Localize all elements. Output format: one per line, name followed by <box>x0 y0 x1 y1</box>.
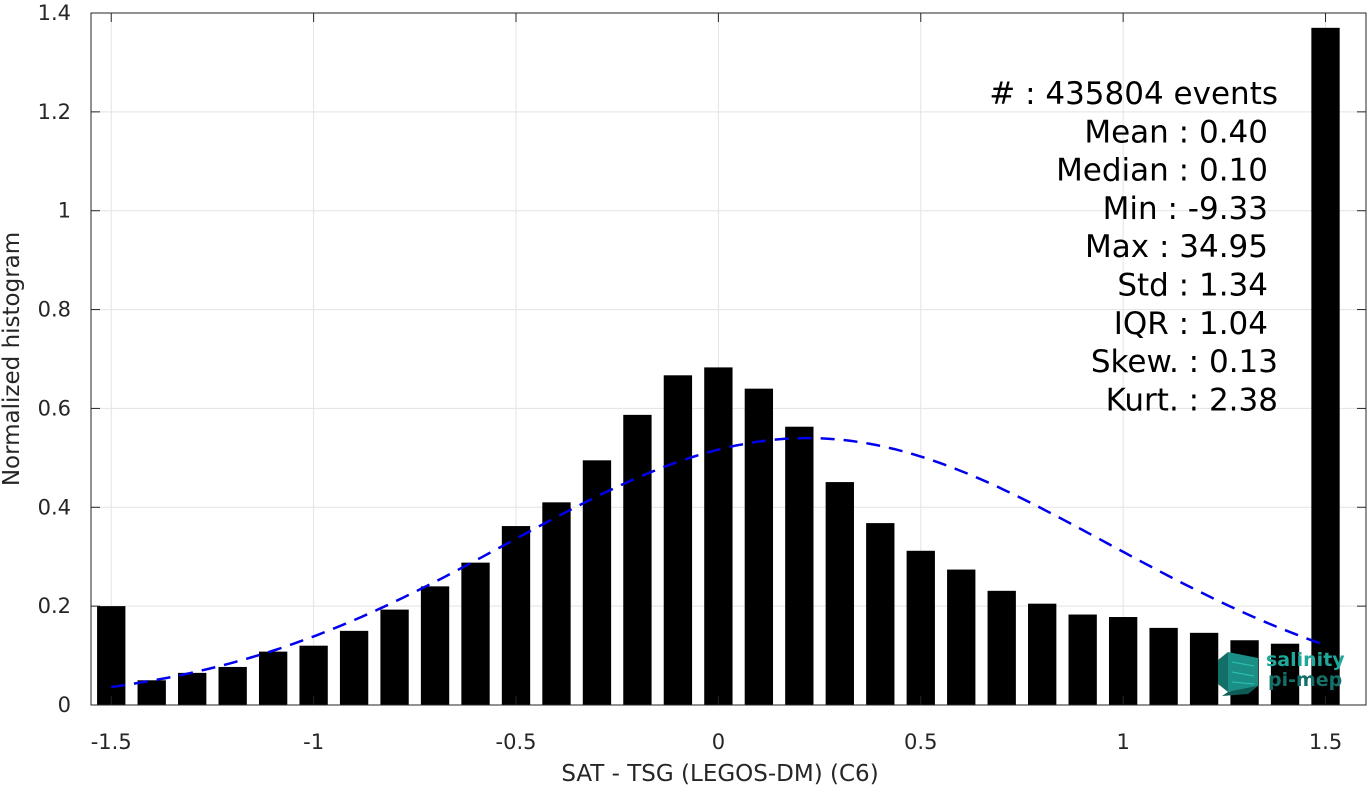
stats-line: Min : -9.33 <box>1103 191 1268 227</box>
histogram-bar-22 <box>987 590 1016 705</box>
histogram-bar-6 <box>339 630 369 705</box>
ticks <box>91 12 1366 706</box>
histogram-bar-20 <box>906 550 935 705</box>
logo-text-pi-mep: pi-mep <box>1268 669 1342 691</box>
histogram-bar-27 <box>1189 632 1219 705</box>
stats-line: Max : 34.95 <box>1085 229 1268 265</box>
x-tick-label: -1 <box>303 730 324 754</box>
histogram-bar-12 <box>582 460 612 705</box>
x-tick-label: -0.5 <box>496 730 537 754</box>
histogram-bar-24 <box>1068 614 1097 705</box>
histogram-bar-21 <box>947 569 976 705</box>
histogram-bar-13 <box>623 414 652 705</box>
histogram-bar-19 <box>866 523 895 705</box>
histogram-bar-25 <box>1108 617 1138 705</box>
histogram-bar-18 <box>825 482 854 705</box>
histogram-bar-3 <box>218 666 247 705</box>
histogram-bar-11 <box>542 502 571 705</box>
stats-line: Mean : 0.40 <box>1084 114 1268 150</box>
salinity-pi-mep-logo: salinity pi-mep <box>1218 649 1345 696</box>
gaussian-fit-curve <box>111 436 1326 689</box>
x-tick-label: 0 <box>712 730 725 754</box>
histogram-bar-17 <box>785 426 814 705</box>
y-tick-label: 0.8 <box>38 298 71 322</box>
stats-line: Median : 0.10 <box>1056 153 1268 189</box>
histogram-bar-5 <box>299 645 328 705</box>
histogram-bar-14 <box>663 375 693 705</box>
histogram-bar-0 <box>97 606 126 705</box>
y-tick-label: 1.2 <box>38 100 71 124</box>
histogram-bar-29 <box>1270 643 1300 705</box>
y-tick-label: 0.6 <box>38 396 71 420</box>
y-tick-labels: 0 0.2 0.4 0.6 0.8 1 1.2 1.4 <box>38 1 71 717</box>
histogram-bar-15 <box>704 367 733 705</box>
histogram-bar-26 <box>1149 627 1178 705</box>
plot-frame <box>90 12 1367 706</box>
bars <box>97 27 1340 706</box>
histogram-bar-8 <box>420 586 450 705</box>
x-tick-label: 1 <box>1116 730 1129 754</box>
stats-line: # : 435804 events <box>989 76 1278 112</box>
y-axis-title: Normalized histogram <box>0 232 25 486</box>
stats-line: IQR : 1.04 <box>1114 306 1268 342</box>
histogram-bar-4 <box>258 651 288 705</box>
histogram-bar-23 <box>1028 603 1057 705</box>
histogram-bar-7 <box>380 609 409 705</box>
cube-logo-icon <box>1218 652 1258 696</box>
x-axis-title: SAT - TSG (LEGOS-DM) (C6) <box>561 761 878 785</box>
y-tick-label: 1 <box>58 199 71 223</box>
histogram-bar-16 <box>744 388 774 705</box>
stats-line: Std : 1.34 <box>1117 268 1268 304</box>
x-tick-label: -1.5 <box>91 730 132 754</box>
y-tick-label: 0.4 <box>38 495 71 519</box>
x-tick-label: 1.5 <box>1309 730 1342 754</box>
histogram-bar-1 <box>137 680 166 705</box>
histogram-bar-9 <box>461 562 490 705</box>
y-tick-label: 1.4 <box>38 1 71 25</box>
logo-text-salinity: salinity <box>1266 649 1345 671</box>
x-tick-label: 0.5 <box>904 730 937 754</box>
histogram-bar-30 <box>1311 27 1340 706</box>
y-tick-label: 0.2 <box>38 594 71 618</box>
histogram-bar-2 <box>178 672 207 705</box>
histogram-bar-10 <box>501 526 531 705</box>
y-tick-label: 0 <box>58 693 71 717</box>
stats-line: Kurt. : 2.38 <box>1106 382 1278 418</box>
stats-line: Skew. : 0.13 <box>1091 344 1278 380</box>
x-tick-labels: -1.5 -1 -0.5 0 0.5 1 1.5 <box>91 730 1342 754</box>
